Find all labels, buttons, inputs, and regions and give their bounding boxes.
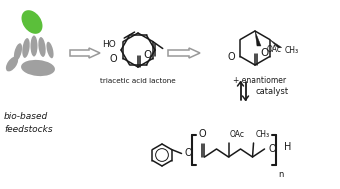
Polygon shape (70, 48, 100, 58)
Ellipse shape (6, 57, 18, 71)
Text: triacetic acid lactone: triacetic acid lactone (100, 78, 176, 84)
Ellipse shape (21, 10, 42, 34)
Ellipse shape (21, 60, 55, 76)
Ellipse shape (47, 42, 54, 58)
Text: O: O (185, 147, 192, 157)
Text: O: O (260, 48, 268, 58)
Text: + enantiomer: + enantiomer (234, 76, 287, 85)
Text: O: O (199, 129, 206, 139)
Polygon shape (270, 40, 282, 47)
Text: H: H (284, 142, 291, 152)
Text: CH₃: CH₃ (285, 46, 299, 55)
Text: bio-based
feedstocks: bio-based feedstocks (4, 112, 53, 133)
Text: O: O (143, 50, 151, 60)
Ellipse shape (38, 37, 46, 57)
Text: O: O (269, 144, 276, 154)
Polygon shape (168, 48, 200, 58)
Text: O: O (110, 53, 117, 64)
Text: OAc: OAc (230, 130, 244, 139)
Text: catalyst: catalyst (255, 87, 288, 95)
Text: OAc: OAc (267, 44, 282, 53)
Text: CH₃: CH₃ (256, 130, 270, 139)
Ellipse shape (14, 43, 22, 61)
Ellipse shape (31, 36, 37, 57)
Polygon shape (255, 31, 261, 46)
Text: HO: HO (103, 40, 116, 49)
Text: O: O (228, 51, 235, 61)
Ellipse shape (22, 38, 30, 58)
Text: n: n (278, 170, 284, 179)
